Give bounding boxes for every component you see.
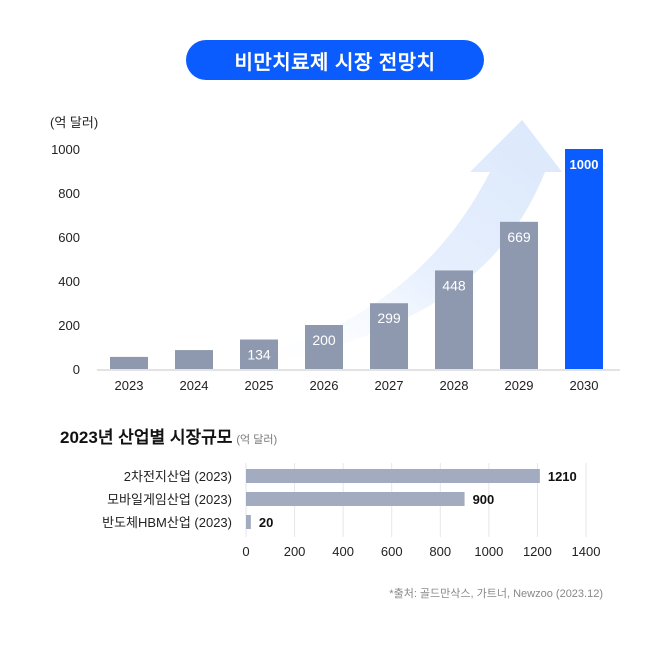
data-label: 299 [377, 310, 401, 326]
bar-2030 [565, 149, 603, 369]
x-tick-label: 2023 [115, 378, 144, 393]
bar-2028 [435, 270, 473, 369]
unit-label: (억 달러) [236, 434, 278, 446]
x-tick-label: 1200 [523, 544, 552, 559]
y-tick-label: 600 [58, 230, 80, 245]
x-tick-label: 600 [381, 544, 403, 559]
second-chart-title: 2023년 산업별 시장규모 (억 달러) [60, 423, 277, 448]
x-tick-label: 2024 [180, 378, 209, 393]
x-tick-label: 2029 [505, 378, 534, 393]
x-tick-label: 800 [429, 544, 451, 559]
x-tick-label: 1400 [572, 544, 601, 559]
x-tick-label: 2030 [570, 378, 599, 393]
source-note: *출처: 골드만삭스, 가트너, Newzoo (2023.12) [389, 588, 603, 600]
x-tick-label: 2028 [440, 378, 469, 393]
y-tick-label: 0 [73, 362, 80, 377]
hbar [246, 492, 465, 506]
bar-2023 [110, 356, 148, 369]
bar-2024 [175, 350, 213, 369]
category-label: 모바일게임산업 (2023) [107, 492, 232, 507]
title-banner: 비만치료제 시장 전망치 [186, 40, 484, 80]
page-title: 비만치료제 시장 전망치 [234, 51, 436, 74]
hbar [246, 469, 540, 483]
chart-title: 2023년 산업별 시장규모 [60, 428, 233, 447]
bar-2025 [240, 339, 278, 369]
data-label: 20 [259, 515, 273, 530]
data-label: 1210 [548, 469, 577, 484]
category-label: 2차전지산업 (2023) [124, 469, 232, 484]
data-label: 200 [312, 332, 336, 348]
data-label: 669 [507, 229, 531, 245]
y-tick-label: 200 [58, 318, 80, 333]
data-label: 900 [473, 492, 495, 507]
x-tick-label: 2025 [245, 378, 274, 393]
data-label: 134 [247, 347, 271, 363]
y-axis-unit: (억 달러) [50, 115, 99, 130]
x-tick-label: 400 [332, 544, 354, 559]
y-tick-label: 1000 [51, 142, 80, 157]
bar-2029 [500, 221, 538, 369]
x-tick-label: 2027 [375, 378, 404, 393]
x-tick-label: 1000 [474, 544, 503, 559]
y-tick-label: 800 [58, 186, 80, 201]
x-tick-label: 2026 [310, 378, 339, 393]
data-label: 448 [442, 277, 466, 293]
hbar [246, 515, 251, 529]
category-label: 반도체HBM산업 (2023) [102, 515, 232, 530]
x-tick-label: 0 [242, 544, 249, 559]
x-tick-label: 200 [284, 544, 306, 559]
bar-2027 [370, 303, 408, 369]
data-label: 1000 [570, 157, 599, 172]
bar-2026 [305, 325, 343, 369]
y-tick-label: 400 [58, 274, 80, 289]
